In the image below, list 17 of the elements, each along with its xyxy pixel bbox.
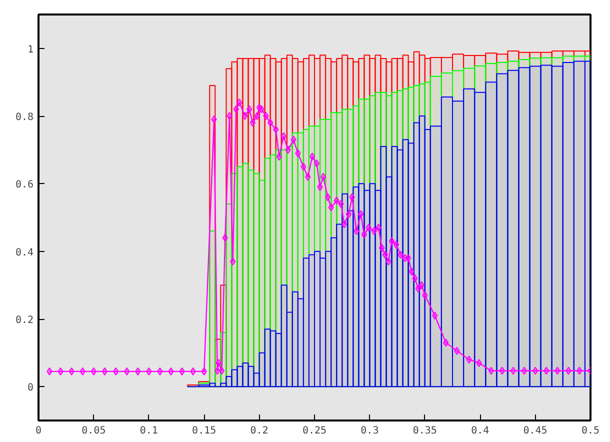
x-tick-label: 0.45 <box>523 426 548 436</box>
y-tick-label: 0.6 <box>15 180 34 191</box>
x-tick-label: 0.4 <box>471 426 490 436</box>
y-tick-label: 0.2 <box>15 315 34 326</box>
y-tick-label: 0.8 <box>15 112 34 123</box>
y-tick-label: 0.4 <box>15 247 34 258</box>
y-tick-label: 0 <box>27 382 34 394</box>
y-tick-label: 1 <box>27 44 34 56</box>
x-tick-label: 0.1 <box>140 426 158 436</box>
x-tick-label: 0.35 <box>412 426 437 436</box>
x-tick-label: 0.3 <box>360 426 379 436</box>
x-tick-label: 0.25 <box>302 426 327 436</box>
x-tick-label: 0.05 <box>82 426 106 436</box>
x-tick-label: 0.2 <box>250 426 268 436</box>
x-tick-label: 0.15 <box>192 426 216 436</box>
x-tick-label: 0.5 <box>581 426 600 436</box>
x-tick-label: 0 <box>35 426 42 436</box>
